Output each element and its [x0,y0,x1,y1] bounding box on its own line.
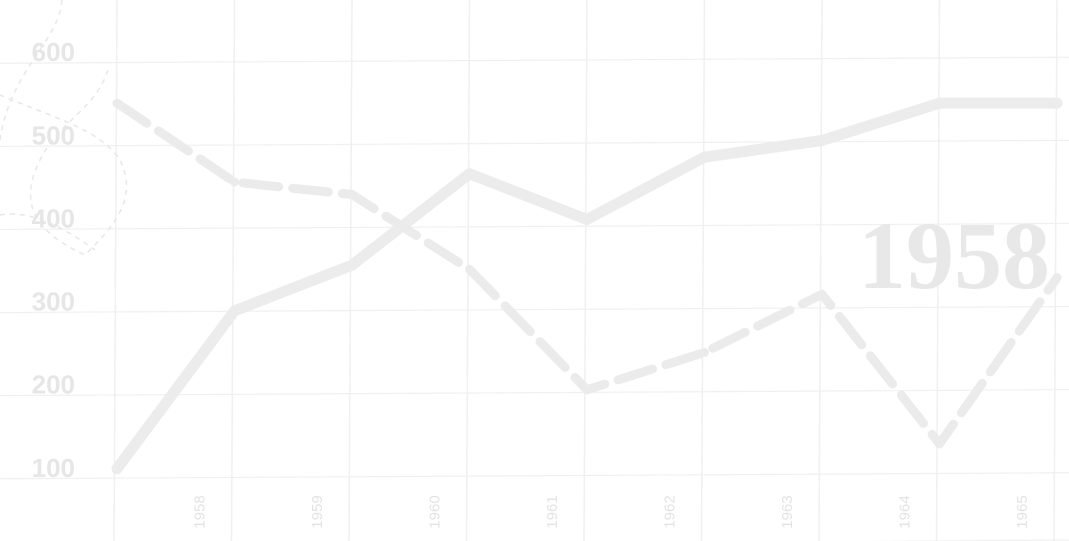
decorative-dashed-curve [0,0,63,141]
grid-horizontal-line [0,56,1069,64]
x-tick-label: 1959 [309,495,326,528]
series-point [347,190,357,200]
grid-horizontal-line [0,222,1069,231]
y-tick-label: 400 [32,203,75,233]
grid-vertical-line [583,0,588,541]
grid-vertical-line [113,0,118,541]
grid-horizontal-line [0,139,1069,147]
series-point [935,439,944,449]
year-annotation: 1958 [858,202,1050,309]
series-point [1052,273,1062,283]
y-tick-label: 600 [32,37,75,67]
series-point [699,151,710,163]
x-tick-label: 1964 [897,495,914,528]
series [111,97,1063,475]
series-point [581,213,593,225]
series-point [112,98,122,108]
series-point [934,97,945,109]
series-point [229,305,240,317]
grid-vertical-line [700,0,706,541]
series-point [816,135,828,146]
x-tick-label: 1963 [779,495,796,528]
series-point [582,385,592,395]
x-tick-label: 1965 [1014,495,1031,528]
x-tick-label: 1961 [544,495,561,528]
grid-horizontal-line [0,472,1069,480]
y-tick-label: 500 [32,120,75,150]
grid-vertical-line [935,0,941,541]
series-point [1051,97,1063,109]
x-axis-ticks: 1958 1959 1960 1961 1962 1963 1964 1965 [192,495,1032,528]
grid-vertical-line [230,0,236,541]
series-point [346,259,358,271]
x-tick-label: 1962 [662,495,679,528]
y-tick-label: 100 [32,453,75,483]
grid-vertical-line [818,0,823,541]
decorative-dashed-curves [0,0,128,256]
series-point [465,264,474,274]
series-point [230,177,239,187]
grid-horizontal-line [0,389,1069,397]
series-point [464,168,475,180]
y-axis-ticks: 100 200 300 400 500 600 [32,37,75,483]
series-point [111,463,123,475]
y-tick-label: 200 [32,370,75,400]
y-tick-label: 300 [32,287,75,317]
x-tick-label: 1960 [427,495,444,528]
grid-horizontal-line [0,305,1069,314]
series-point [817,289,827,299]
series-point [700,347,709,357]
decorative-dashed-curve [0,213,96,251]
x-tick-label: 1958 [192,495,209,528]
grid-vertical-line [1053,0,1058,541]
